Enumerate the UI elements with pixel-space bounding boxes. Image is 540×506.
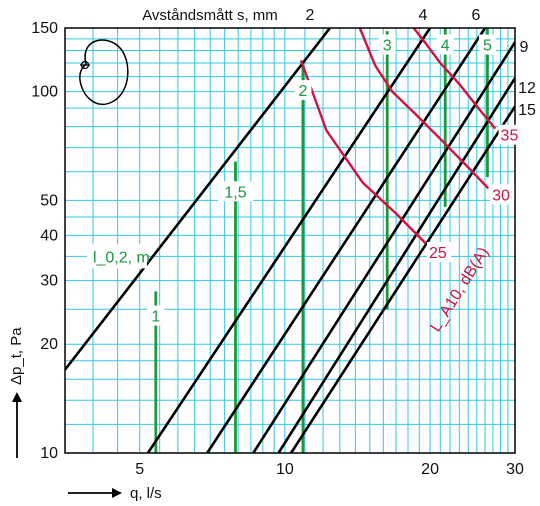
pressure-line — [146, 28, 432, 453]
y-tick-label: 20 — [40, 336, 58, 353]
throw-label-bg — [378, 34, 396, 55]
sound-line — [299, 59, 427, 245]
throw-label-bg — [478, 34, 496, 55]
throw-label-bg — [294, 80, 312, 101]
throw-label-bg — [147, 305, 165, 326]
sound-line — [358, 28, 490, 190]
x-tick-label: 30 — [506, 461, 524, 478]
pressure-line — [206, 28, 487, 453]
y-tick-label: 30 — [40, 273, 58, 290]
throw-line-label: 4 — [441, 38, 450, 55]
grid — [65, 28, 515, 453]
pressure-line-label: 2 — [306, 7, 315, 24]
sound-label-bg — [498, 124, 523, 145]
sound-label-bg — [490, 184, 515, 205]
y-axis-arrow-icon — [12, 392, 22, 402]
y-tick-label: 50 — [40, 192, 58, 209]
x-tick-label: 10 — [276, 461, 294, 478]
throw-label-bg — [218, 181, 254, 202]
throw-title-bg — [86, 244, 147, 269]
outlet-shape-icon — [79, 39, 129, 105]
sound-label-bg — [427, 241, 452, 262]
pressure-line — [65, 28, 331, 371]
y-axis-title-group: Δp_t, Pa — [8, 327, 25, 458]
y-tick-label: 150 — [31, 20, 58, 37]
throw-line-label: 1 — [151, 309, 160, 326]
throw-title: l_0,2, m — [93, 249, 150, 266]
pressure-line-label: 4 — [419, 7, 428, 24]
throw-label-bg — [436, 34, 454, 55]
pressure-line-label: 12 — [518, 80, 536, 97]
pressure-line — [289, 105, 515, 453]
throw-line-label: 3 — [383, 38, 392, 55]
y-axis-title: Δp_t, Pa — [8, 327, 25, 385]
pressure-line — [252, 41, 515, 453]
x-axis-title-group: q, l/s — [68, 485, 162, 502]
x-tick-label: 5 — [135, 461, 144, 478]
x-axis-title: q, l/s — [130, 485, 162, 502]
throw-line-label: 5 — [483, 38, 492, 55]
sound-line — [412, 28, 497, 130]
pressure-lines — [65, 28, 515, 453]
pressure-line-label: 15 — [518, 102, 536, 119]
x-axis-arrow-icon — [112, 488, 122, 498]
throw-lines — [154, 28, 489, 453]
sound-line-label: 25 — [429, 245, 447, 262]
plot-frame — [64, 27, 516, 454]
pressure-line — [277, 77, 515, 453]
sound-line-label: 35 — [501, 128, 519, 145]
sound-lines — [299, 28, 497, 245]
y-tick-label: 100 — [31, 84, 58, 101]
sound-line-label: 30 — [492, 187, 510, 204]
pressure-line-label: 9 — [520, 39, 529, 56]
throw-line-label: 1,5 — [224, 184, 246, 201]
pressure-line-label: 6 — [472, 7, 481, 24]
y-tick-label: 40 — [40, 227, 58, 244]
x-tick-label: 20 — [421, 461, 439, 478]
top-axis-title: Avståndsmått s, mm — [142, 7, 278, 24]
y-tick-label: 10 — [40, 445, 58, 462]
throw-line-label: 2 — [298, 83, 307, 100]
